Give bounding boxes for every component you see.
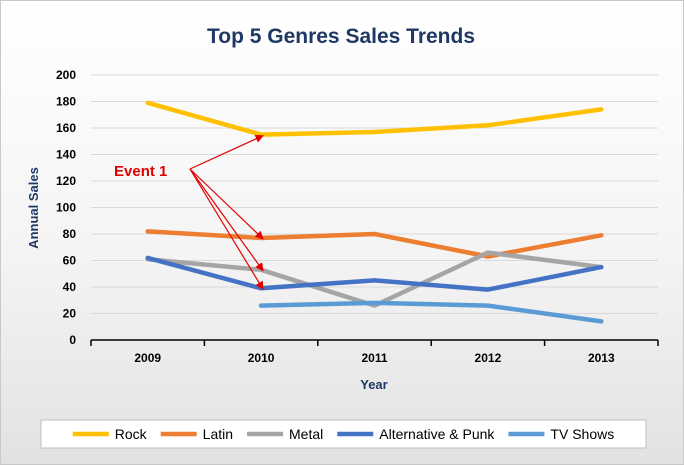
legend-label-metal: Metal — [289, 426, 323, 442]
y-tick-label: 140 — [56, 148, 76, 162]
annotation-label: Event 1 — [114, 163, 167, 180]
y-tick-label: 180 — [56, 95, 76, 109]
y-tick-label: 120 — [56, 174, 76, 188]
chart-title: Top 5 Genres Sales Trends — [207, 25, 475, 48]
y-tick-label: 100 — [56, 201, 76, 215]
annotation-arrow — [189, 134, 264, 170]
y-tick-label: 200 — [56, 68, 76, 82]
y-tick-label: 60 — [63, 254, 77, 268]
y-tick-label: 80 — [63, 227, 77, 241]
series-lines — [145, 100, 604, 324]
y-tick-label: 160 — [56, 121, 76, 135]
x-tick-label: 2012 — [475, 351, 502, 365]
y-tick-label: 40 — [63, 280, 77, 294]
annotation-arrow — [189, 168, 264, 240]
y-tick-label: 0 — [69, 333, 76, 347]
series-line-alternative-punk — [145, 255, 604, 292]
legend-label-latin: Latin — [203, 426, 233, 442]
series-line-metal — [145, 250, 604, 308]
annotation-arrow — [189, 168, 264, 291]
x-tick-label: 2011 — [361, 351, 387, 365]
series-line-latin — [145, 229, 604, 259]
y-axis-title: Annual Sales — [26, 167, 41, 249]
x-tick-label: 2013 — [588, 351, 615, 365]
series-line-rock — [145, 100, 604, 137]
legend-label-tv-shows: TV Shows — [550, 426, 614, 442]
y-tick-label: 20 — [63, 307, 77, 321]
x-tick-label: 2009 — [134, 351, 161, 365]
axes: 0 20 40 60 80 100 120 140 160 180 200 2009 2010 2011 2… — [56, 68, 659, 365]
annotation-arrow — [189, 168, 264, 272]
x-tick-label: 2010 — [248, 351, 275, 365]
annotations: Event 1 — [114, 134, 264, 291]
x-axis-title: Year — [360, 377, 387, 392]
series-line-tv-shows — [258, 300, 604, 324]
legend-label-alternative-punk: Alternative & Punk — [379, 426, 495, 442]
legend: Rock Latin Metal Alternative & Punk TV Shows — [40, 419, 647, 449]
legend-label-rock: Rock — [115, 426, 148, 442]
